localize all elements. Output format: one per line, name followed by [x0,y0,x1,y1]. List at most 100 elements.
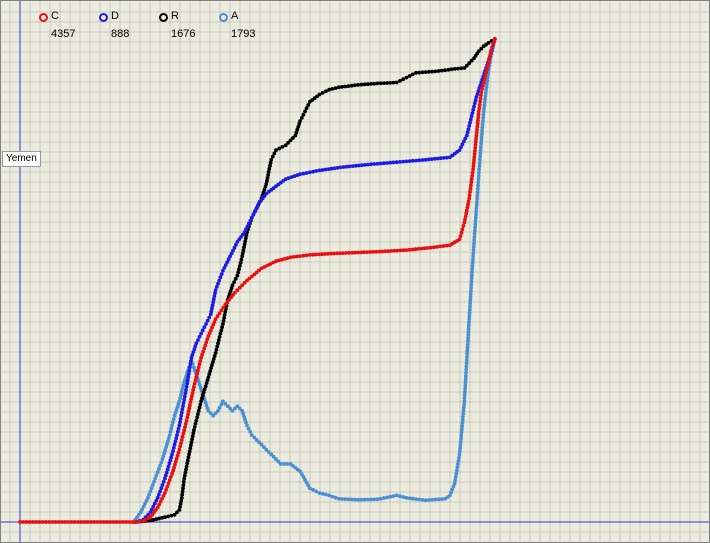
data-point-a [213,411,218,416]
data-point-a [480,125,485,130]
data-point-a [385,495,389,500]
data-point-a [163,448,168,453]
data-point-r [244,233,249,238]
data-point-d [474,95,479,99]
data-point-a [461,405,466,410]
data-point-c [160,496,164,501]
data-point-a [353,497,357,502]
data-point-a [482,106,486,111]
data-point-r [200,396,204,401]
data-point-a [473,228,477,233]
data-point-c [117,520,122,524]
data-point-a [330,494,335,499]
data-point-a [149,486,154,491]
data-point-a [327,493,331,498]
data-point-a [474,206,479,211]
data-point-c [219,308,224,313]
data-point-d [188,362,193,367]
data-point-r [467,61,472,66]
data-point-r [166,514,171,519]
data-point-a [458,443,463,447]
data-point-r [184,467,188,472]
data-point-a [452,481,457,486]
data-point-a [467,307,472,312]
data-point-r [184,464,189,469]
data-point-r [398,79,402,83]
data-point-d [174,436,179,441]
data-point-d [168,458,173,463]
data-point-c [158,499,163,504]
data-point-a [475,190,480,194]
data-point-a [469,289,473,293]
data-point-a [477,164,482,169]
data-point-a [484,88,488,92]
data-point-c [380,249,385,254]
data-point-a [138,510,143,515]
data-point-a [257,440,261,445]
data-point-r [462,66,467,70]
data-point-d [181,404,185,408]
data-point-c [184,418,189,423]
data-point-c [235,288,240,293]
data-point-a [460,424,464,429]
data-point-c [473,139,478,144]
data-point-c [37,520,42,524]
data-point-a [264,447,269,452]
data-point-r [306,103,311,107]
data-point-c [470,174,475,178]
data-point-d [463,136,468,141]
data-point-d [286,176,291,181]
data-point-a [464,361,469,366]
data-point-c [457,237,462,242]
data-point-c [469,183,473,188]
data-point-r [202,387,207,392]
data-point-a [175,405,180,409]
data-point-d [228,254,233,259]
data-point-c [183,425,187,429]
data-point-c [490,45,494,50]
data-point-d [232,245,237,250]
data-point-r [157,516,162,521]
data-point-c [181,431,186,436]
data-point-a [476,183,480,188]
data-point-r [486,41,491,45]
data-point-a [165,442,169,446]
data-point-r [212,354,217,358]
data-point-d [251,212,256,217]
data-point-r [430,69,435,74]
data-point-a [205,406,210,410]
data-point-d [186,375,191,379]
data-point-c [481,83,485,88]
data-point-a [466,336,470,340]
data-point-r [151,518,156,522]
data-point-r [288,138,293,143]
data-point-r [336,85,341,90]
data-point-a [481,109,486,114]
data-point-d [211,297,216,302]
data-point-c [478,96,483,101]
data-point-r [205,378,210,382]
data-point-a [219,402,224,407]
data-point-c [469,180,474,185]
data-point-d [247,221,251,226]
data-point-a [470,273,474,278]
data-point-r [269,157,274,162]
data-point-r [456,66,460,71]
data-point-a [475,193,480,198]
data-point-r [214,347,219,352]
data-point-c [196,365,201,370]
data-point-d [382,161,386,166]
data-point-a [179,392,183,397]
data-point-r [189,440,194,445]
data-point-a [467,317,472,321]
data-point-c [329,251,333,256]
data-point-d [223,263,228,267]
data-point-a [463,389,467,394]
data-point-c [475,127,479,132]
data-point-r [190,434,195,439]
data-point-a [448,493,452,498]
legend-count-r: 1676 [171,28,196,40]
data-point-c [338,251,342,256]
data-point-a [475,199,479,204]
